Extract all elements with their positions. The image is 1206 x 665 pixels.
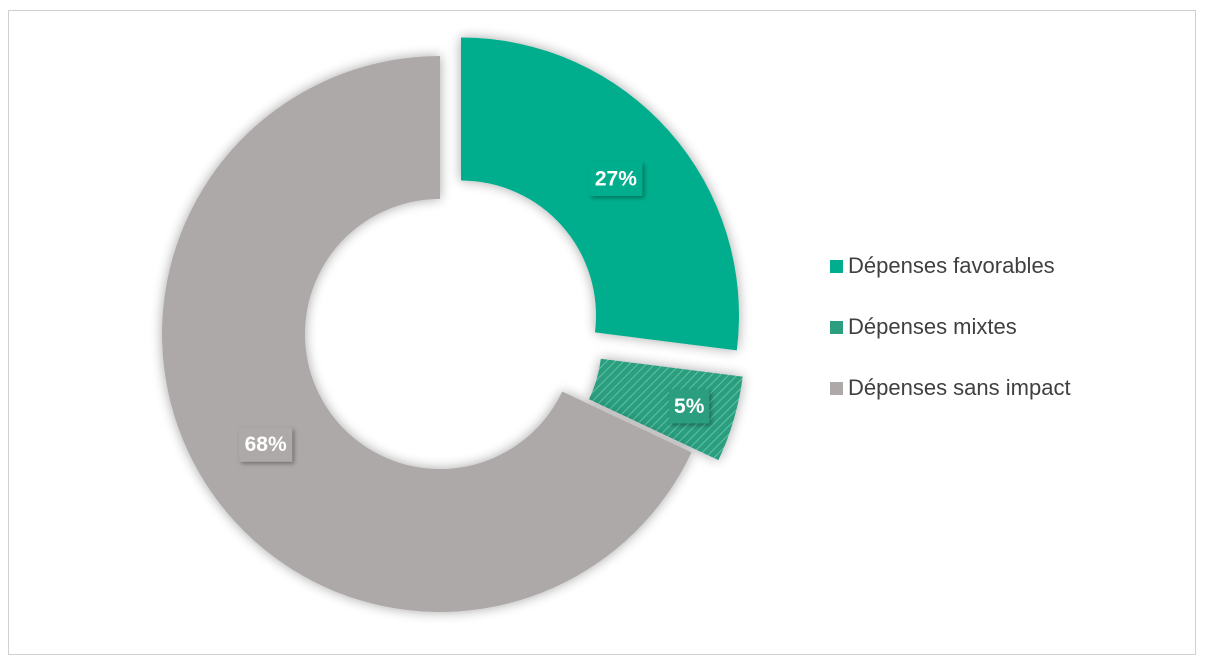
label-favorables-text: 27% [595,167,637,190]
label-mixtes: 5% [669,389,710,424]
legend: Dépenses favorables Dépenses mixtes Dépe… [830,250,1071,433]
label-favorables-box [589,161,643,196]
label-mixtes-text: 5% [674,395,705,418]
label-mixtes-box [669,389,710,424]
legend-label-favorables: Dépenses favorables [848,253,1055,278]
legend-label-mixtes: Dépenses mixtes [848,314,1017,339]
legend-item-mixtes: Dépenses mixtes [830,311,1071,343]
legend-swatch-favorables [830,259,843,273]
label-sans-impact-box [239,427,293,462]
slice-sans-impact [162,56,692,612]
legend-label-sans-impact: Dépenses sans impact [848,375,1071,400]
label-sans-impact-text: 68% [245,433,287,456]
legend-swatch-mixtes [830,320,843,334]
legend-swatch-sans-impact [830,381,843,395]
label-favorables: 27% [589,161,643,196]
slice-mixtes [589,358,743,461]
legend-item-favorables: Dépenses favorables [830,250,1071,282]
legend-item-sans-impact: Dépenses sans impact [830,372,1071,404]
label-sans-impact: 68% [239,427,293,462]
